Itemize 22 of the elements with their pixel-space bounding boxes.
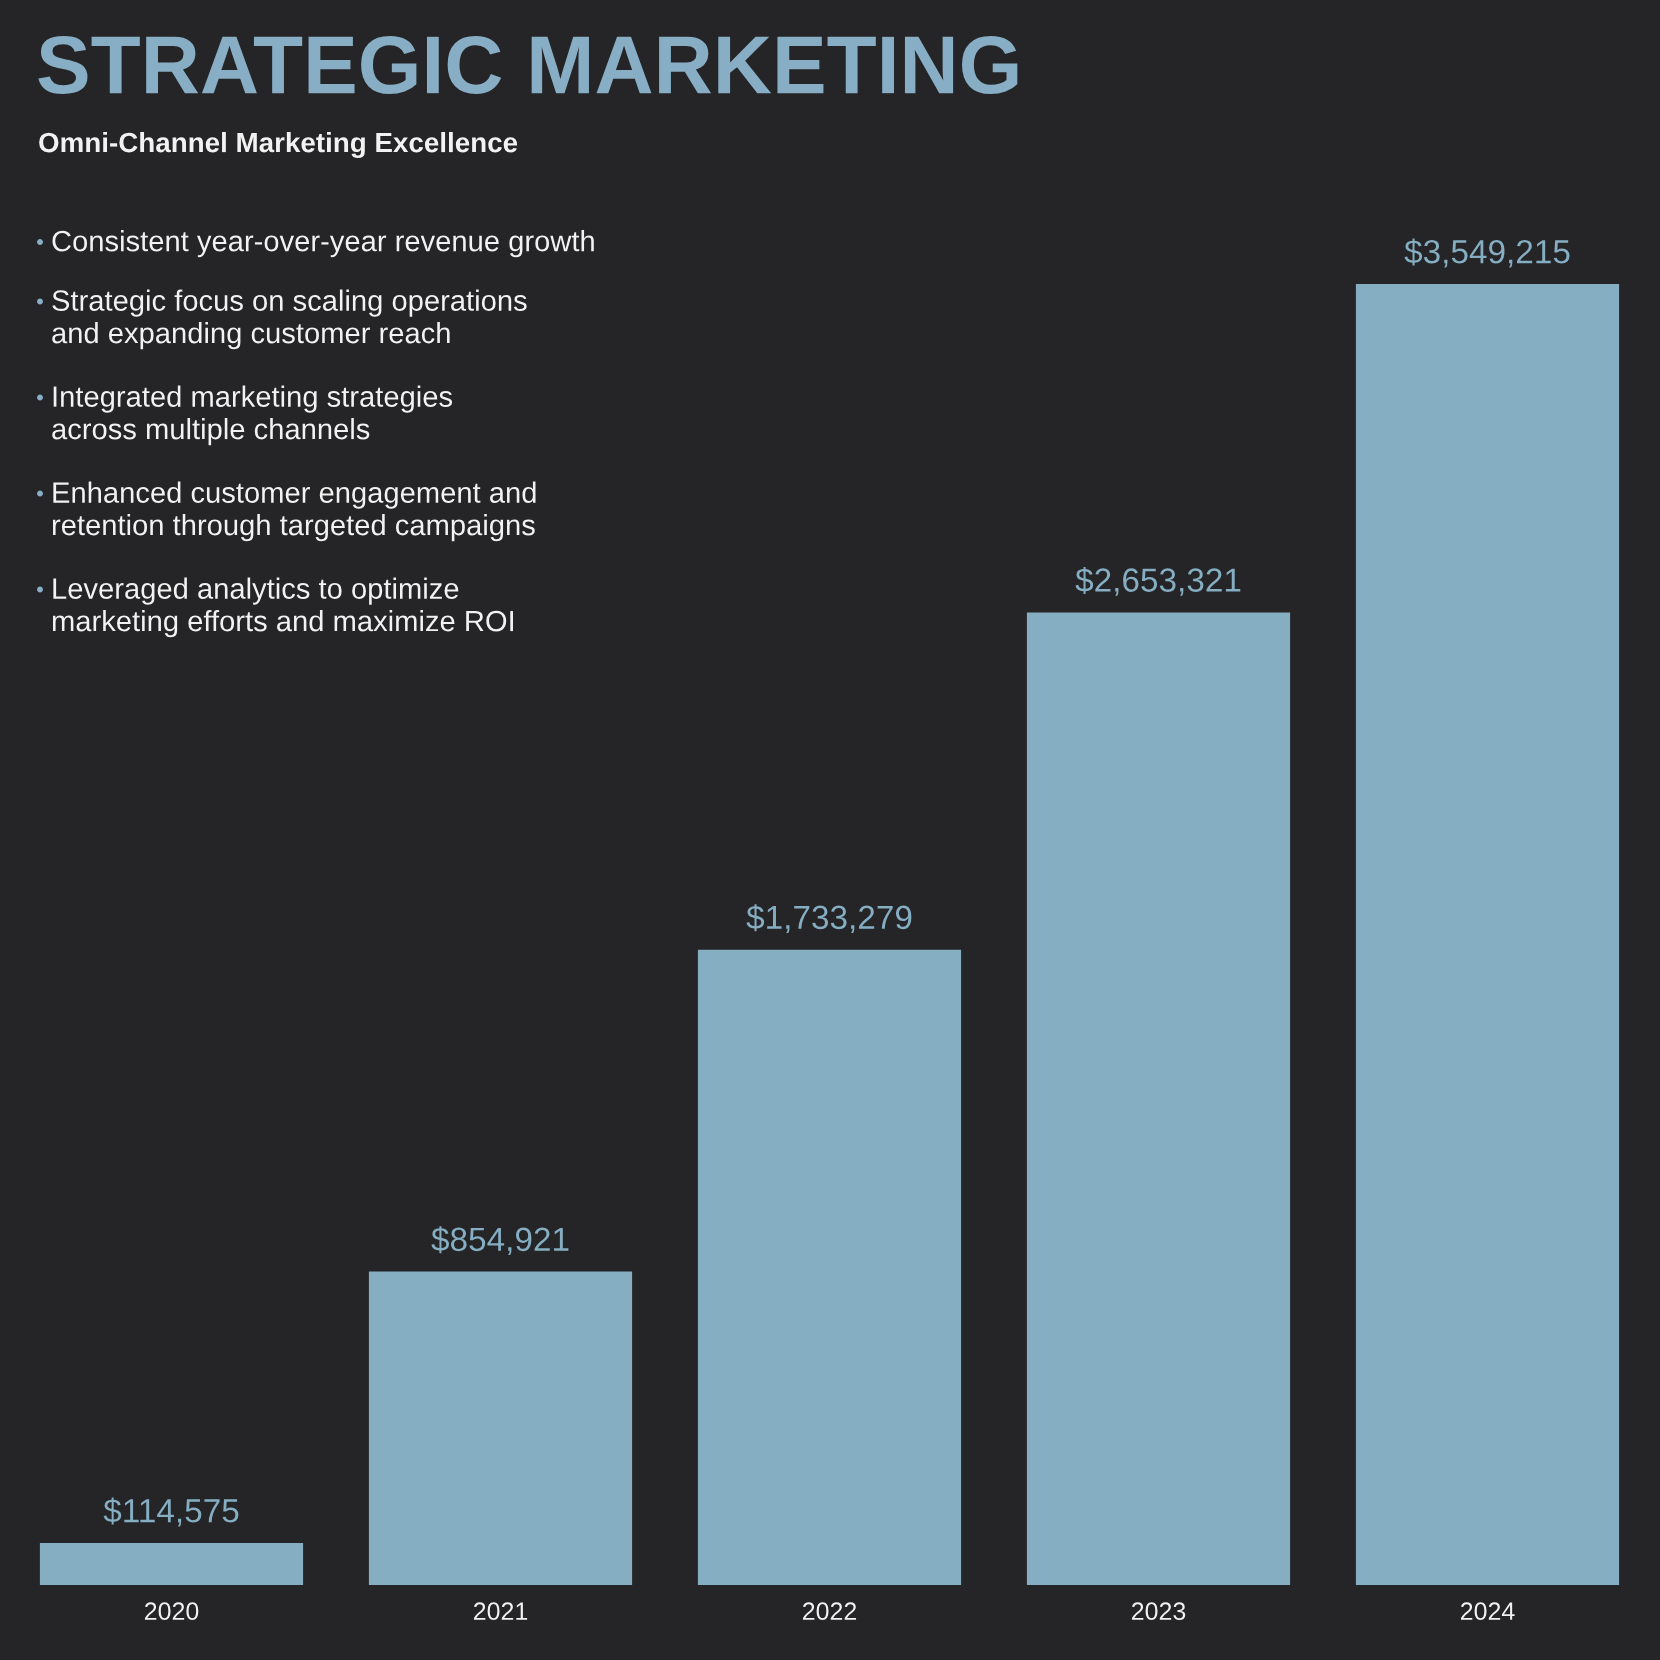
bar	[1026, 612, 1291, 1585]
text: Consistent year-over-year revenue growth	[52, 230, 594, 258]
annotation: Enhanced customer engagement and retention through targeted campaigns	[52, 481, 536, 542]
x-tick-label: 2020	[144, 1602, 199, 1621]
x-tick-label: 2023	[1131, 1602, 1186, 1621]
x-tick-label: 2021	[473, 1602, 528, 1621]
x-tick-label: 2024	[1460, 1602, 1515, 1621]
annotation: Integrated marketing strategies across multiple channels	[52, 385, 453, 446]
data-label: $114,575	[103, 1497, 239, 1527]
annotation: Leveraged analytics to optimize marketing efforts and maximize ROI	[52, 577, 513, 638]
data-label: $1,733,279	[746, 904, 912, 934]
data-label: $2,653,321	[1075, 566, 1241, 596]
bar	[368, 1271, 633, 1585]
data-label: $3,549,215	[1404, 238, 1570, 268]
chart-subtitle: Omni-Channel Marketing Excellence	[39, 131, 518, 159]
bar	[697, 949, 962, 1585]
x-tick-label: 2022	[802, 1602, 857, 1621]
bar	[1355, 284, 1620, 1585]
data-label: $854,921	[431, 1226, 569, 1256]
annotation: Strategic focus on scaling operations and expanding customer reach	[52, 289, 527, 350]
bar	[39, 1543, 304, 1585]
chart-title: STRATEGIC MARKETING	[38, 35, 1018, 94]
